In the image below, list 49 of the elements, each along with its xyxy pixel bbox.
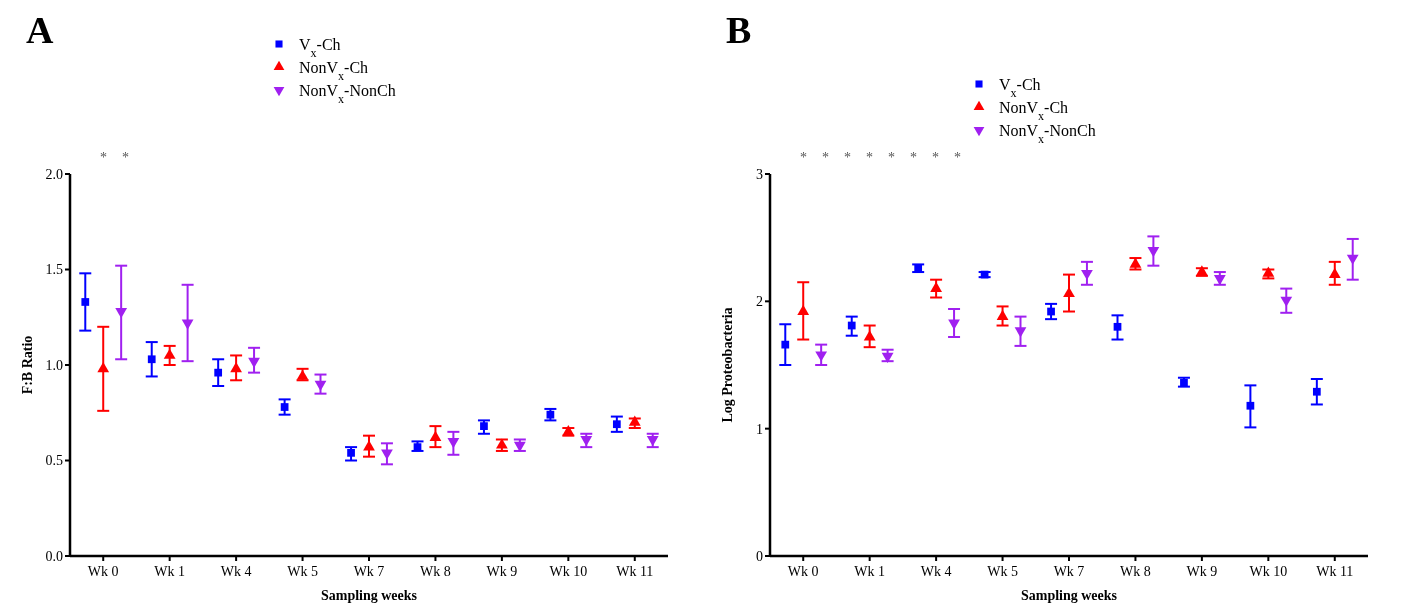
x-tick-label: Wk 10 [549, 564, 588, 579]
legend-label: NonV$_{x}$-NonCh [999, 121, 1096, 146]
x-tick-label: Wk 9 [1186, 564, 1218, 579]
x-tick-label: Wk 9 [486, 564, 518, 579]
text: * [100, 150, 107, 165]
y-tick-label: 0.5 [45, 453, 63, 469]
text: * [844, 150, 851, 165]
x-tick-label: Wk 4 [220, 564, 252, 579]
chart-title: B [726, 9, 752, 51]
x-tick-label: Wk 5 [987, 564, 1018, 579]
x-tick-label: Wk 1 [154, 564, 186, 579]
x-tick-label: Wk 0 [87, 564, 119, 579]
x-tick-label: Wk 4 [920, 564, 952, 579]
y-axis-title: F:B Ratio [20, 335, 35, 395]
y-tick-label: 0.0 [45, 548, 63, 564]
legend-label: NonV$_{x}$-Ch [299, 58, 369, 83]
y-tick-label: 0 [756, 548, 763, 564]
y-tick-label: 1.0 [45, 357, 63, 373]
legend-label: NonV$_{x}$-Ch [999, 98, 1069, 123]
y-tick-label: 3 [756, 166, 763, 182]
text: * [800, 150, 807, 165]
y-axis-title: Log Proteobacteria [720, 307, 735, 423]
x-tick-label: Wk 11 [1316, 564, 1354, 579]
y-tick-label: 1.5 [45, 262, 63, 278]
x-tick-label: Wk 8 [1120, 564, 1151, 579]
text: * [866, 150, 873, 165]
legend-label: NonV$_{x}$-NonCh [299, 81, 396, 106]
y-tick-label: 2.0 [45, 166, 63, 182]
x-tick-label: Wk 5 [287, 564, 318, 579]
x-tick-label: Wk 8 [420, 564, 451, 579]
x-tick-label: Wk 10 [1249, 564, 1288, 579]
text: * [954, 150, 961, 165]
text: * [888, 150, 895, 165]
x-tick-label: Wk 7 [1053, 564, 1085, 579]
legend-label: V$_{x}$-Ch [999, 75, 1041, 100]
text: * [122, 150, 129, 165]
x-axis-title: Sampling weeks [1020, 588, 1118, 603]
y-tick-label: 1 [756, 421, 763, 437]
x-tick-label: Wk 1 [854, 564, 886, 579]
x-tick-label: Wk 11 [616, 564, 654, 579]
y-tick-label: 2 [756, 294, 763, 310]
legend-label: V$_{x}$-Ch [299, 35, 341, 60]
text: * [910, 150, 917, 165]
x-tick-label: Wk 0 [787, 564, 819, 579]
text: * [822, 150, 829, 165]
x-axis-title: Sampling weeks [320, 588, 418, 603]
chart-title: A [26, 9, 54, 51]
text: * [932, 150, 939, 165]
x-tick-label: Wk 7 [353, 564, 385, 579]
